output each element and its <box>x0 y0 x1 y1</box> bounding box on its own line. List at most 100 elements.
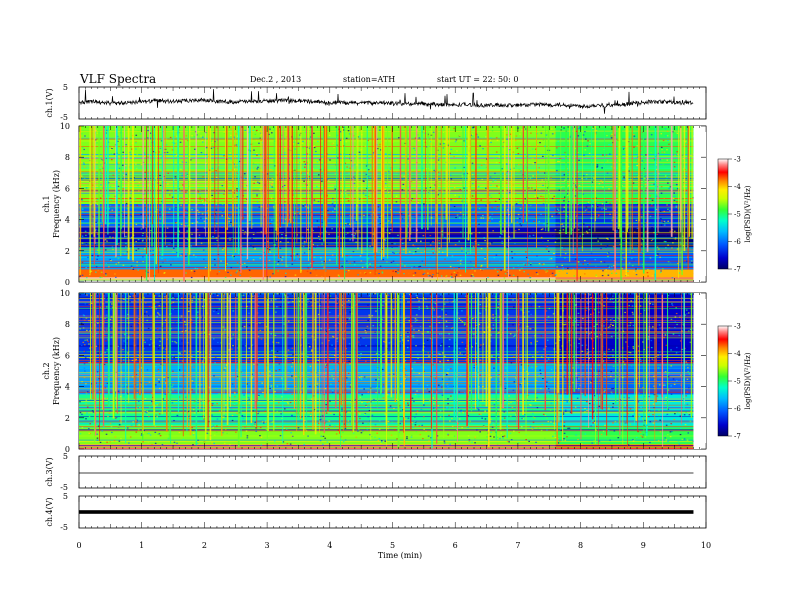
spec-sferic <box>619 126 621 228</box>
spec-speckle <box>256 201 259 203</box>
spec-speckle <box>127 393 129 395</box>
spec-speckle <box>407 331 409 334</box>
spec-speckle <box>151 293 153 295</box>
spec-speckle <box>226 228 228 230</box>
spec-speckle <box>83 148 85 151</box>
spec-speckle <box>333 413 335 416</box>
spec-line <box>79 216 694 218</box>
spec-speckle <box>458 135 461 137</box>
spec-speckle <box>297 415 300 418</box>
spec-speckle <box>578 127 580 130</box>
spec-speckle <box>147 432 150 435</box>
spec-sferic <box>639 126 641 253</box>
spec-speckle <box>527 365 529 367</box>
spec-speckle <box>243 325 246 328</box>
spec-sferic <box>294 126 295 260</box>
spec-speckle <box>407 373 409 375</box>
spec-speckle <box>224 276 227 279</box>
spec-sferic <box>107 126 109 235</box>
spec-speckle <box>608 298 610 300</box>
spec-speckle <box>154 384 157 386</box>
spec-speckle <box>199 193 201 195</box>
spec-speckle <box>476 373 478 376</box>
spec-speckle <box>608 322 610 324</box>
spec-speckle <box>534 162 536 164</box>
spec-speckle <box>164 398 167 400</box>
spec-line <box>79 263 694 264</box>
spec-speckle <box>349 311 351 313</box>
spec-speckle <box>300 416 303 418</box>
spec-speckle <box>677 207 679 209</box>
spec-speckle <box>572 381 574 384</box>
spec-speckle <box>518 168 521 170</box>
spec-speckle <box>109 441 111 443</box>
spec-speckle <box>490 137 492 139</box>
spec-speckle <box>673 161 676 163</box>
spec-sferic <box>573 126 575 229</box>
spec-speckle <box>348 172 350 174</box>
spec-speckle <box>168 191 171 193</box>
spec-speckle <box>271 181 274 184</box>
spec-speckle <box>130 265 133 267</box>
spec-speckle <box>351 165 354 167</box>
spec-speckle <box>159 403 161 405</box>
spec-line <box>79 247 694 249</box>
spec-speckle <box>306 153 309 155</box>
spec-speckle <box>321 263 324 265</box>
spec-speckle <box>117 390 120 392</box>
spec-speckle <box>91 213 94 215</box>
spec-speckle <box>666 159 669 161</box>
spec-speckle <box>556 173 558 175</box>
spec-speckle <box>251 143 254 145</box>
spec-speckle <box>644 183 646 185</box>
spec-speckle <box>646 272 649 274</box>
spec-sferic <box>629 126 631 254</box>
spec-speckle <box>367 195 370 198</box>
spec-speckle <box>512 389 515 391</box>
spec-speckle <box>270 385 273 387</box>
spec-speckle <box>205 183 208 186</box>
spec-speckle <box>637 345 640 347</box>
spec-speckle <box>185 176 187 178</box>
spec-speckle <box>577 366 580 368</box>
spec-speckle <box>418 300 420 302</box>
spec-speckle <box>157 329 159 331</box>
spec-speckle <box>473 242 476 244</box>
spec-speckle <box>270 197 273 199</box>
spec-speckle <box>319 440 322 442</box>
spec-speckle <box>302 140 304 143</box>
spec-speckle <box>540 335 543 337</box>
spec-sferic <box>177 126 179 258</box>
spec-speckle <box>675 380 678 382</box>
spec-speckle <box>528 150 531 152</box>
spec-speckle <box>547 240 549 242</box>
spec-speckle <box>681 438 684 441</box>
spec-speckle <box>621 267 624 270</box>
spec-speckle <box>524 414 526 416</box>
spec-speckle <box>180 315 183 317</box>
spec-sferic <box>376 126 378 253</box>
spec-sferic <box>188 126 191 255</box>
spec-speckle <box>389 201 391 203</box>
spec-speckle <box>546 245 549 247</box>
spec-speckle <box>113 153 116 155</box>
spec-speckle <box>118 201 120 203</box>
spec-speckle <box>248 229 251 231</box>
spec-speckle <box>456 150 458 152</box>
spec-speckle <box>493 257 496 259</box>
spec-speckle <box>258 348 260 351</box>
spec-speckle <box>361 430 364 432</box>
spec-speckle <box>413 245 416 247</box>
spec-speckle <box>321 243 323 245</box>
spec-speckle <box>268 246 271 248</box>
spec-speckle <box>595 235 598 237</box>
spec-speckle <box>327 214 330 217</box>
spec-speckle <box>562 158 565 160</box>
spec-speckle <box>413 266 416 268</box>
spec-speckle <box>563 371 566 373</box>
spec-speckle <box>679 433 682 436</box>
spec-speckle <box>542 155 544 158</box>
spec-speckle <box>585 344 588 346</box>
spec-speckle <box>427 418 429 420</box>
spec-speckle <box>612 349 614 351</box>
